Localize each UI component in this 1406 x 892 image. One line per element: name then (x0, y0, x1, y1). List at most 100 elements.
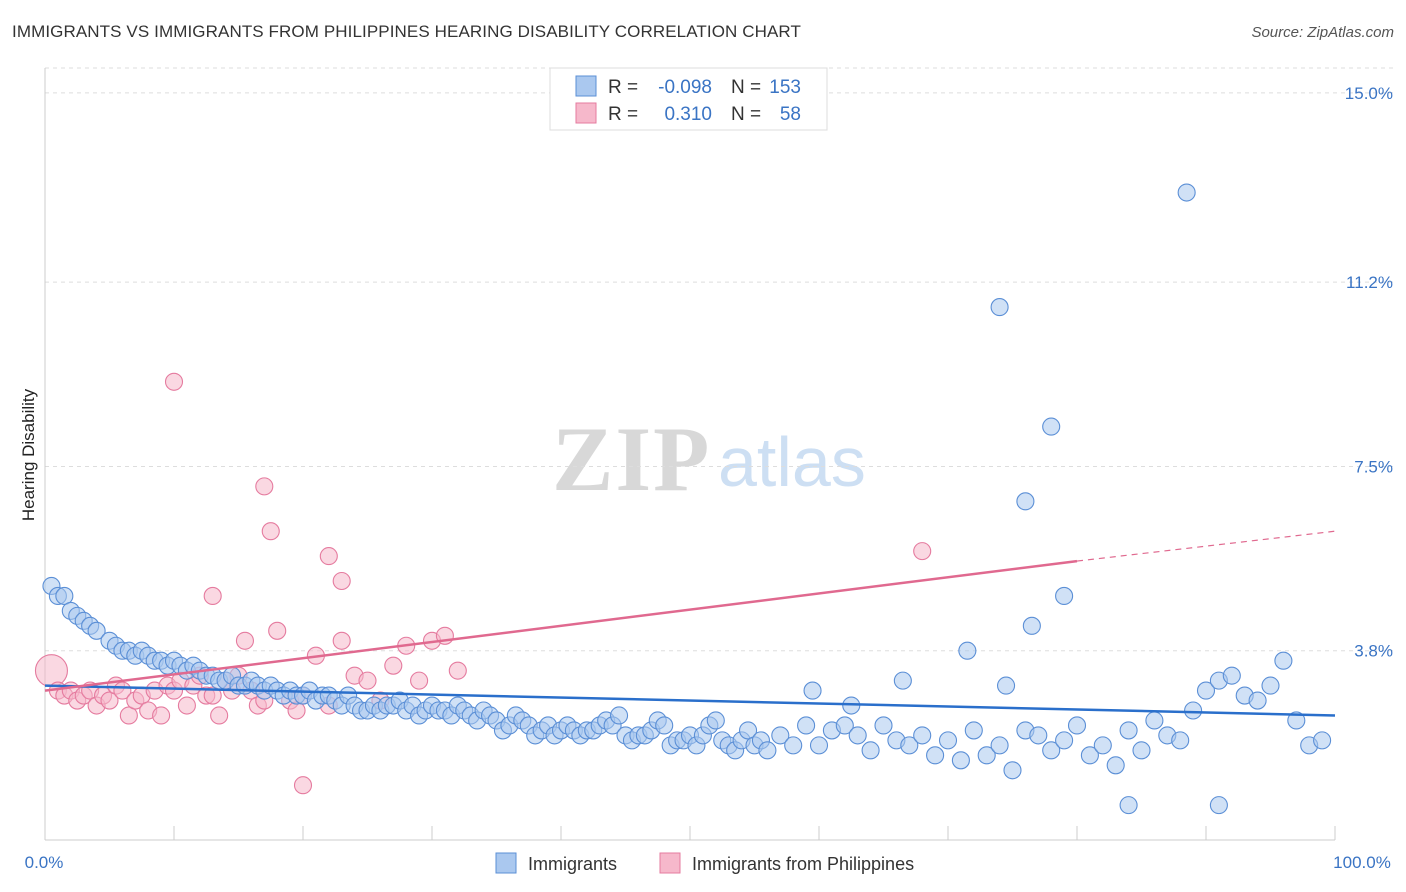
point-immigrants (977, 746, 996, 765)
point-immigrants (1093, 736, 1112, 755)
y-tick-label: 7.5% (1354, 457, 1393, 476)
point-philippines (913, 542, 932, 561)
y-axis-title: Hearing Disability (19, 388, 38, 521)
legend-n-label-1: N = (731, 77, 761, 98)
point-philippines (332, 571, 351, 591)
point-immigrants (1196, 681, 1216, 700)
point-immigrants (738, 721, 758, 740)
trendline-immigrants (44, 684, 1336, 717)
point-philippines (332, 631, 351, 650)
x-tick-label-max: 100.0% (1333, 853, 1391, 872)
legend-n-value-2: 58 (780, 104, 801, 125)
point-immigrants (893, 671, 912, 690)
point-immigrants (1177, 183, 1196, 202)
point-immigrants (848, 726, 867, 745)
point-immigrants (1042, 741, 1061, 760)
point-immigrants (1132, 741, 1151, 760)
point-philippines (358, 671, 377, 690)
point-philippines (203, 686, 222, 705)
series-immigrants-points (42, 183, 1332, 815)
bottom-legend-swatch-immigrants (495, 852, 517, 874)
point-philippines (410, 671, 429, 690)
point-immigrants (771, 726, 790, 745)
point-immigrants (1171, 731, 1190, 750)
point-immigrants (861, 741, 880, 760)
point-philippines (152, 706, 171, 725)
point-immigrants (1261, 676, 1280, 695)
point-immigrants (1222, 666, 1241, 685)
point-immigrants (874, 716, 893, 735)
point-immigrants (913, 726, 932, 745)
point-philippines (100, 691, 119, 710)
point-immigrants (1080, 746, 1099, 765)
point-immigrants (797, 716, 816, 735)
point-immigrants (758, 741, 777, 760)
chart-title: IMMIGRANTS VS IMMIGRANTS FROM PHILIPPINE… (12, 22, 801, 41)
point-immigrants (809, 736, 829, 755)
legend-top: R = -0.098 N = 153 R = 0.310 N = 58 (549, 67, 828, 131)
point-immigrants (1119, 721, 1138, 740)
point-philippines (319, 547, 338, 566)
point-immigrants (990, 298, 1009, 317)
watermark-atlas: atlas (718, 423, 866, 501)
point-immigrants (938, 731, 958, 750)
point-philippines (164, 372, 184, 391)
point-immigrants (1287, 711, 1306, 730)
watermark-zip: ZIP (552, 408, 711, 510)
legend-r-label-2: R = (608, 104, 638, 125)
point-philippines (235, 631, 254, 650)
trend-lines (44, 530, 1336, 717)
legend-n-label-2: N = (731, 104, 761, 125)
trendline-philippines (44, 559, 1078, 692)
legend-n-value-1: 153 (769, 77, 801, 98)
y-tick-label: 11.2% (1346, 273, 1393, 292)
point-immigrants (964, 721, 983, 740)
point-immigrants (835, 716, 854, 735)
point-immigrants (609, 706, 629, 725)
point-philippines (177, 696, 196, 715)
point-immigrants (900, 736, 919, 755)
point-immigrants (958, 641, 977, 660)
point-immigrants (55, 586, 74, 605)
point-philippines (448, 661, 467, 680)
point-immigrants (1248, 691, 1267, 710)
point-immigrants (1145, 711, 1164, 730)
y-tick-label: 3.8% (1354, 642, 1393, 661)
x-ticks (44, 826, 1336, 840)
point-immigrants (1119, 796, 1138, 815)
x-tick-label-min: 0.0% (25, 853, 64, 872)
point-immigrants (996, 676, 1016, 695)
point-philippines (384, 656, 403, 675)
point-immigrants (1067, 716, 1087, 735)
point-immigrants (1016, 492, 1035, 511)
point-immigrants (990, 736, 1009, 755)
point-immigrants (1274, 651, 1293, 670)
point-immigrants (655, 716, 674, 735)
point-philippines (261, 522, 280, 541)
point-immigrants (1003, 761, 1022, 780)
point-philippines (255, 477, 274, 496)
point-immigrants (1022, 616, 1041, 635)
point-immigrants (1209, 796, 1228, 815)
point-immigrants (1055, 586, 1074, 605)
y-tick-label: 15.0% (1345, 84, 1393, 103)
grid-lines (45, 67, 1395, 652)
point-philippines (34, 654, 69, 688)
y-tick-labels: 3.8% 7.5% 11.2% 15.0% (1345, 84, 1393, 661)
source-label: Source: ZipAtlas.com (1251, 24, 1394, 41)
bottom-legend-swatch-philippines (659, 852, 681, 874)
legend-swatch-philippines (575, 102, 597, 124)
point-philippines (119, 706, 138, 725)
point-immigrants (87, 621, 106, 640)
legend-swatch-immigrants (575, 75, 597, 97)
point-immigrants (1106, 756, 1125, 775)
point-immigrants (803, 681, 822, 700)
legend-r-value-1: -0.098 (658, 77, 712, 98)
point-philippines (293, 776, 313, 795)
legend-r-label-1: R = (608, 77, 638, 98)
point-immigrants (1313, 731, 1332, 750)
point-immigrants (926, 746, 945, 765)
bottom-legend-label-immigrants: Immigrants (528, 854, 617, 874)
point-immigrants (1029, 726, 1048, 745)
